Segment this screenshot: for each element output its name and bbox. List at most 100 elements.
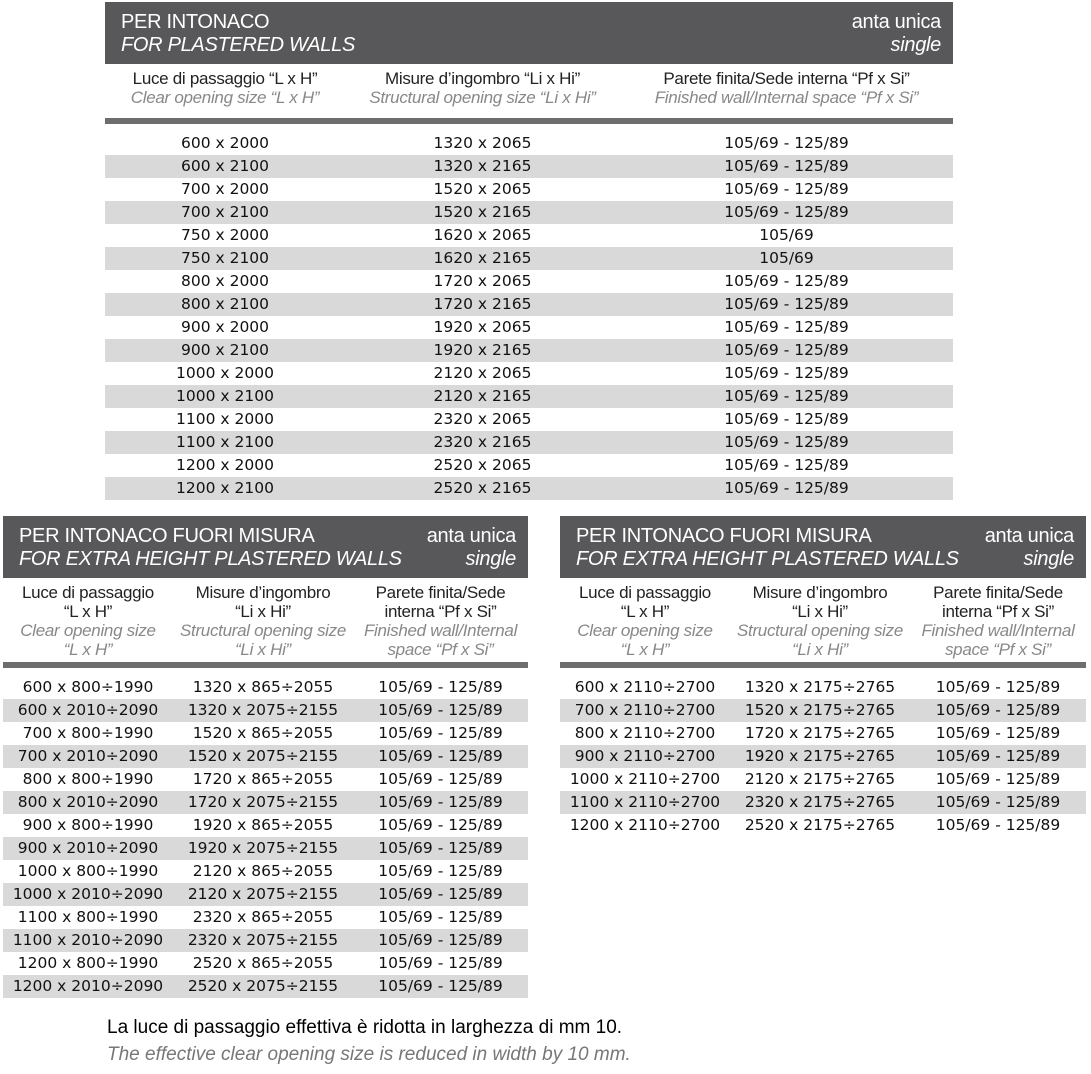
table-row: 700 x 2000 1520 x 2065 105/69 - 125/89 [105,178,953,201]
table-extra-height-right: PER INTONACO FUORI MISURA FOR EXTRA HEIGH… [560,516,1086,837]
table-cell: 105/69 - 125/89 [378,931,503,949]
table-cell: 1520 x 2075÷2155 [187,747,339,765]
table-cell: 105/69 [759,249,814,267]
table-cell: 105/69 - 125/89 [935,747,1061,765]
title-bar: PER INTONACO FUORI MISURA FOR EXTRA HEIGH… [560,516,1086,578]
table-cell: 1100 x 2110÷2700 [569,793,721,811]
header-rule [3,662,528,668]
table-cell: 105/69 - 125/89 [724,456,849,474]
column-header-it: Parete finita/Sede [933,583,1063,602]
table-cell: 105/69 - 125/89 [724,410,849,428]
table-cell: 105/69 - 125/89 [378,701,503,719]
table-cell: 1200 x 2000 [176,456,274,474]
table-cell: 2120 x 2175÷2765 [744,770,896,788]
table-cell: 1000 x 2000 [176,364,274,382]
table-cell: 105/69 - 125/89 [378,908,503,926]
table-cell: 1920 x 2065 [433,318,532,336]
door-type: anta unica single [984,525,1075,571]
title-en: FOR PLASTERED WALLS [121,34,355,56]
table-row: 600 x 2100 1320 x 2165 105/69 - 125/89 [105,155,953,178]
table-cell: 105/69 - 125/89 [378,885,503,903]
door-type-en: single [465,548,517,570]
column-header-en: space “Pf x Si” [387,640,494,659]
table-cell: 1720 x 2175÷2765 [744,724,896,742]
footer-note-it: La luce di passaggio effettiva è ridotta… [107,1017,623,1038]
table-cell: 105/69 - 125/89 [378,954,503,972]
table-cell: 105/69 - 125/89 [378,793,503,811]
title-bar: PER INTONACO FUORI MISURA FOR EXTRA HEIGH… [3,516,528,578]
table-row: 1100 x 2000 2320 x 2065 105/69 - 125/89 [105,408,953,431]
table-row: 600 x 2110÷2700 1320 x 2175÷2765 105/69 - … [560,676,1086,699]
table-cell: 2320 x 2075÷2155 [187,931,339,949]
table-cell: 1100 x 2100 [176,433,274,451]
column-header-en: Finished wall/Internal space “Pf x Si” [654,88,919,107]
table-row: 800 x 2000 1720 x 2065 105/69 - 125/89 [105,270,953,293]
table-row: 1000 x 2110÷2700 2120 x 2175÷2765 105/69 -… [560,768,1086,791]
table-row: 600 x 2000 1320 x 2065 105/69 - 125/89 [105,132,953,155]
table-cell: 700 x 2110÷2700 [574,701,716,719]
table-cell: 105/69 - 125/89 [378,977,503,995]
column-header-en: Clear opening size [20,621,156,640]
table-row: 1200 x 2100 2520 x 2165 105/69 - 125/89 [105,477,953,500]
table-cell: 600 x 2100 [180,157,270,175]
table-cell: 800 x 800÷1990 [22,770,154,788]
table-row: 750 x 2000 1620 x 2065 105/69 [105,224,953,247]
door-type: anta unica single [427,525,517,571]
table-row: 1000 x 2000 2120 x 2065 105/69 - 125/89 [105,362,953,385]
table-row: 1000 x 2100 2120 x 2165 105/69 - 125/89 [105,385,953,408]
table-row: 600 x 2010÷2090 1320 x 2075÷2155 105/69 - … [3,699,528,722]
table-cell: 700 x 2010÷2090 [17,747,159,765]
table-cell: 105/69 - 125/89 [935,816,1061,834]
title-it: PER INTONACO FUORI MISURA [576,525,872,547]
column-header-it: Luce di passaggio [579,583,711,602]
table-cell: 2120 x 2075÷2155 [187,885,339,903]
table-cell: 700 x 2100 [180,203,270,221]
column-header-en: “Li x Hi” [792,640,848,659]
table-cell: 105/69 - 125/89 [378,724,503,742]
table-cell: 105/69 - 125/89 [935,770,1061,788]
table-cell: 750 x 2000 [180,226,270,244]
table-cell: 1320 x 2075÷2155 [187,701,339,719]
table-cell: 1920 x 2075÷2155 [187,839,339,857]
table-cell: 105/69 - 125/89 [724,479,849,497]
column-header-it: “Li x Hi” [235,602,291,621]
column-header: Parete finita/Sede interna “Pf x Si” Finis… [910,583,1086,662]
column-header-en: Finished wall/Internal [363,621,518,640]
table-cell: 900 x 2000 [180,318,270,336]
table-row: 900 x 2110÷2700 1920 x 2175÷2765 105/69 - … [560,745,1086,768]
table-cell: 1920 x 2175÷2765 [744,747,896,765]
column-header-it: Parete finita/Sede [375,583,506,602]
column-header-it: interna “Pf x Si” [384,602,497,621]
table-row: 800 x 800÷1990 1720 x 865÷2055 105/69 - 12… [3,768,528,791]
table-cell: 1520 x 2175÷2765 [744,701,896,719]
table-cell: 2520 x 865÷2055 [192,954,334,972]
table-cell: 105/69 - 125/89 [378,839,503,857]
column-header-en: Structural opening size “Li x Hi” [369,88,596,107]
column-header: Parete finita/Sede interna “Pf x Si” Finis… [353,583,528,662]
table-cell: 2120 x 2065 [433,364,532,382]
door-type-it: anta unica [984,525,1075,547]
column-header-en: “Li x Hi” [235,640,291,659]
table-cell: 2320 x 2165 [433,433,532,451]
door-type-en: single [890,34,942,56]
table-cell: 105/69 - 125/89 [724,341,849,359]
table-row: 1100 x 2100 2320 x 2165 105/69 - 125/89 [105,431,953,454]
table-cell: 1520 x 865÷2055 [192,724,334,742]
column-header: Misure d’ingombro “Li x Hi” Structural ope… [173,583,353,662]
table-cell: 105/69 - 125/89 [935,724,1061,742]
table-cell: 1000 x 2010÷2090 [12,885,164,903]
column-header: Luce di passaggio “L x H” Clear opening s… [105,69,345,118]
column-headers: Luce di passaggio “L x H” Clear opening si… [560,578,1086,662]
column-header-en: “L x H” [63,640,113,659]
header-rule [105,118,953,124]
table-cell: 1320 x 2175÷2765 [744,678,896,696]
table-cell: 105/69 - 125/89 [935,701,1061,719]
column-header-it: Parete finita/Sede interna “Pf x Si” [663,69,910,88]
table-cell: 900 x 2010÷2090 [17,839,159,857]
table-cell: 105/69 - 125/89 [724,295,849,313]
table-cell: 1720 x 2165 [433,295,532,313]
table-cell: 105/69 - 125/89 [935,793,1061,811]
table-cell: 105/69 - 125/89 [724,157,849,175]
table-cell: 105/69 - 125/89 [724,180,849,198]
column-header-en: Clear opening size “L x H” [130,88,320,107]
